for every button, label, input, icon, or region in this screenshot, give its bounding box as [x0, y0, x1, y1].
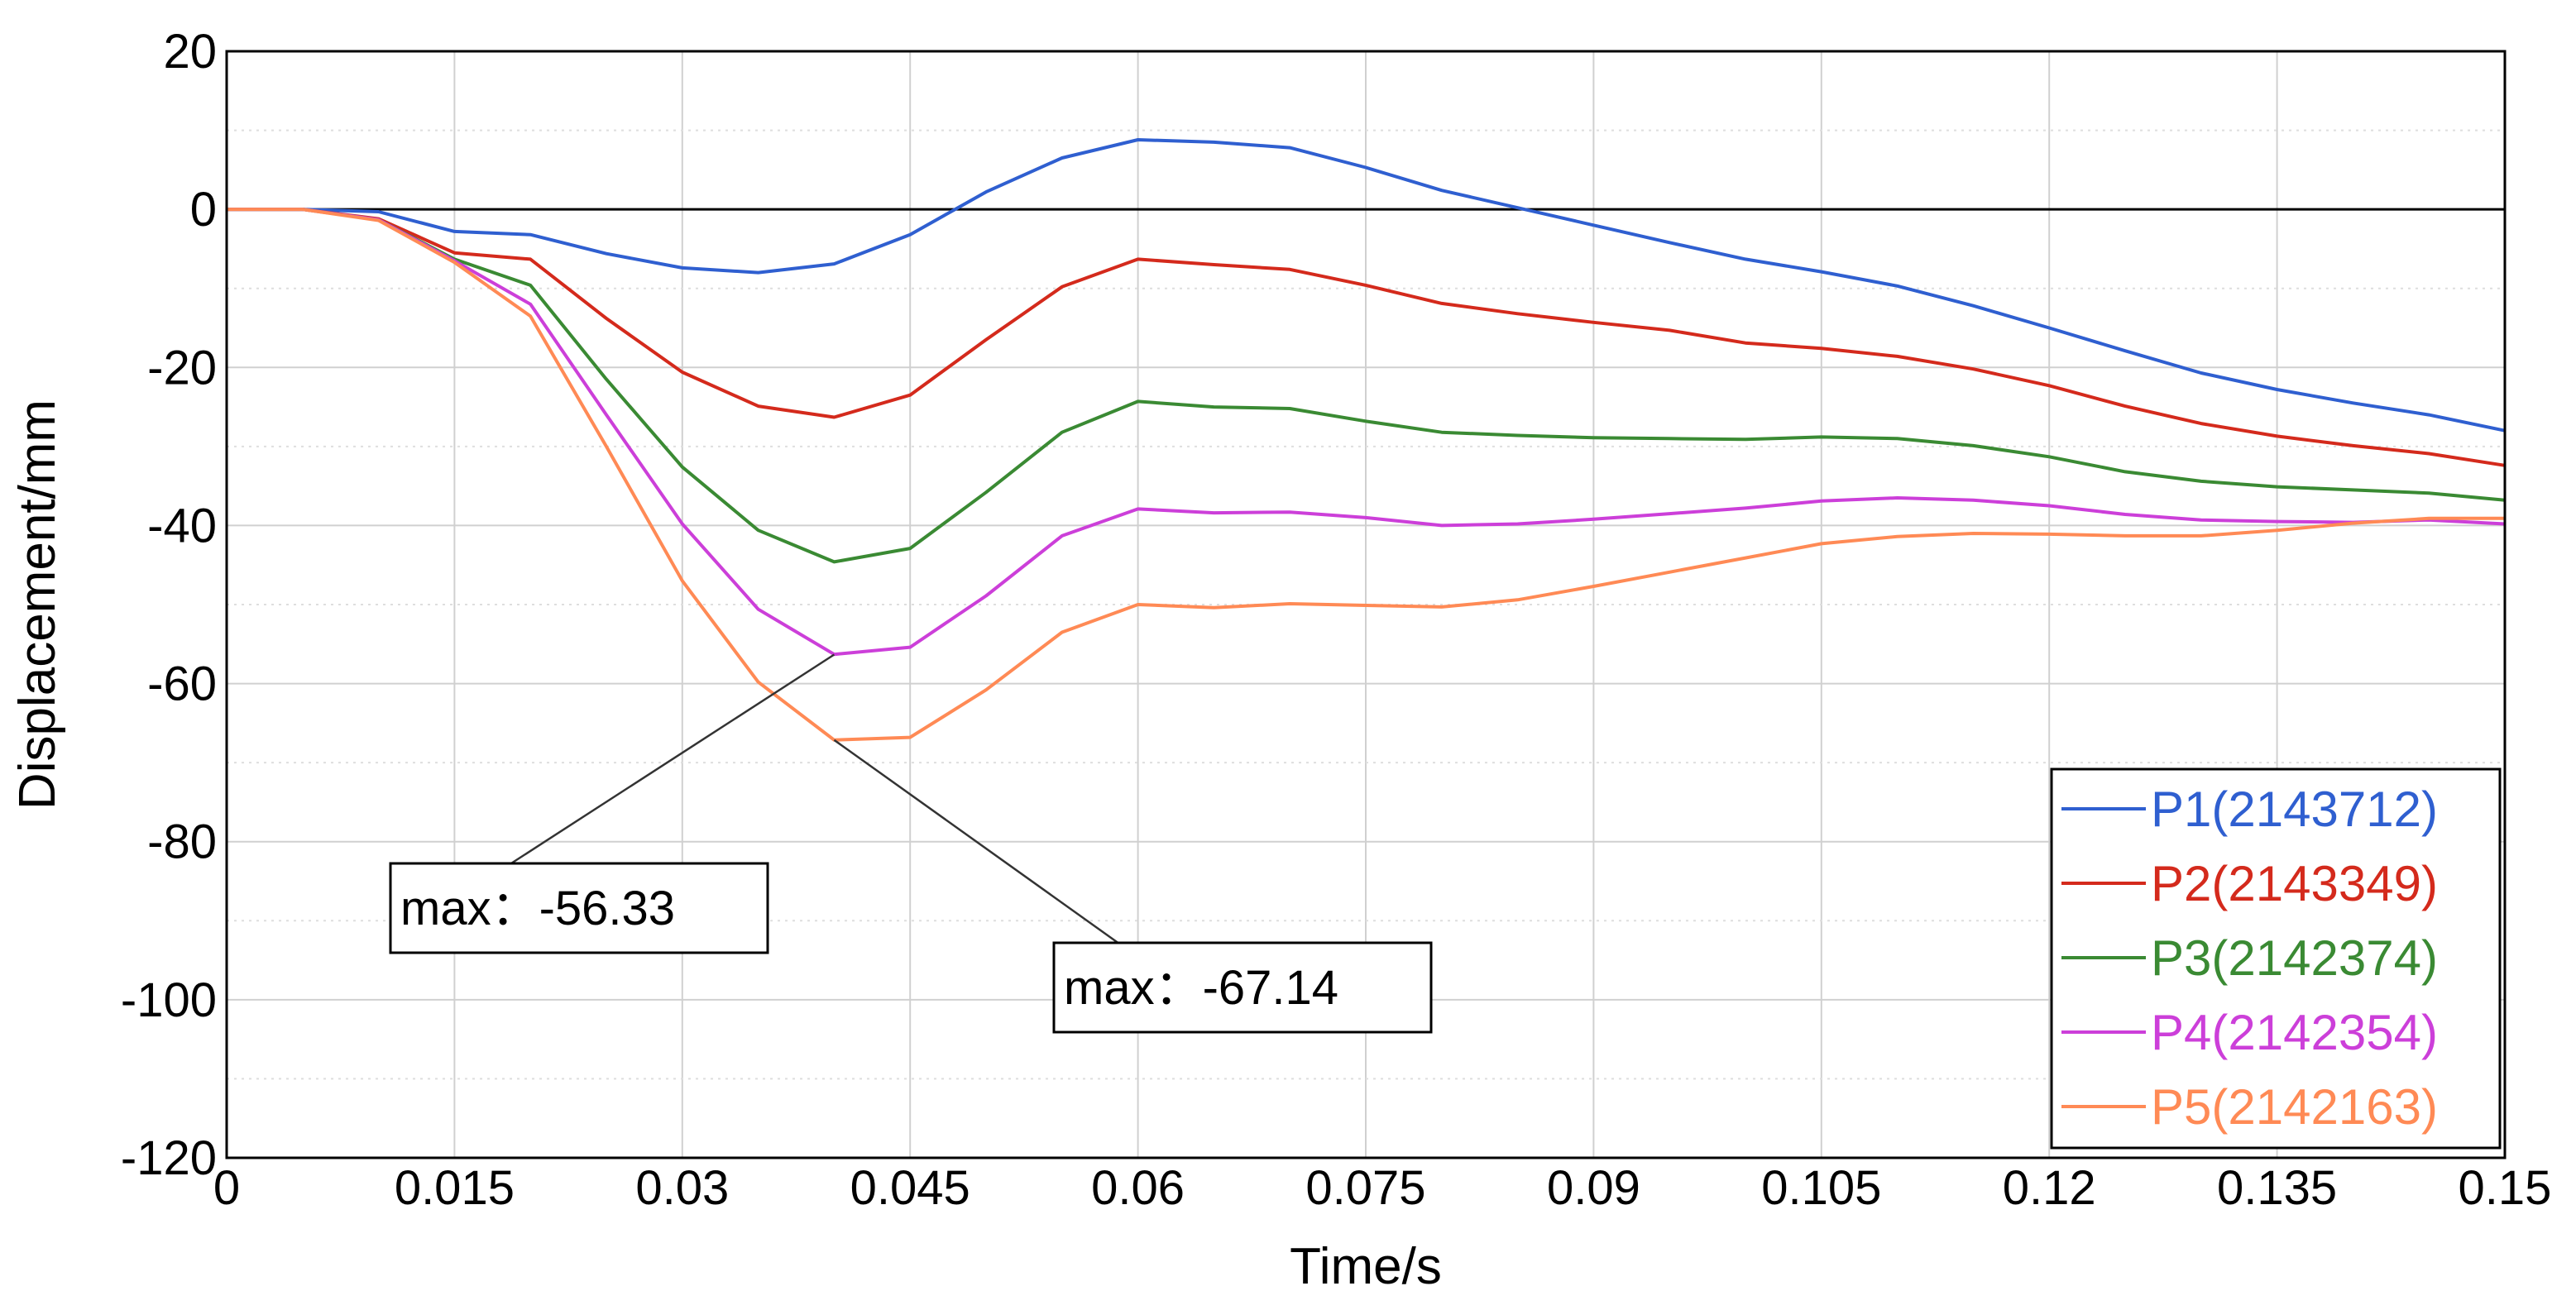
- y-tick-label: 20: [163, 25, 217, 79]
- x-tick-label: 0.09: [1547, 1161, 1640, 1215]
- series-line-p5: [227, 208, 2505, 742]
- legend-label-p5: P5(2142163): [2151, 1079, 2438, 1135]
- x-axis-title: Time/s: [1290, 1238, 1442, 1295]
- legend-label-p3: P3(2142374): [2151, 930, 2438, 986]
- x-axis-ticks: 0 0.015 0.03 0.045 0.06 0.075 0.09 0.105 0.12 0.1…: [213, 1161, 2552, 1215]
- y-axis-title: Displacement/mm: [9, 399, 66, 810]
- legend: P1(2143712) P2(2143349) P3(2142374) P4(2142…: [2050, 767, 2502, 1150]
- y-tick-label: -120: [121, 1131, 217, 1185]
- y-tick-label: -40: [147, 499, 217, 552]
- x-tick-label: 0.135: [2217, 1161, 2337, 1215]
- series-line-p3: [227, 208, 2506, 564]
- annotation-label: max：-56.33: [400, 882, 675, 935]
- x-tick-label: 0.15: [2459, 1161, 2552, 1215]
- y-axis-ticks: 20 0 -20 -40 -60 -80 -100 -120: [121, 25, 217, 1185]
- y-tick-label: -80: [147, 815, 217, 869]
- x-tick-label: 0.015: [395, 1161, 515, 1215]
- annotation-leader-line: [510, 653, 836, 865]
- series-lines: [227, 138, 2506, 742]
- y-tick-label: -20: [147, 341, 217, 394]
- annotation-box: [389, 862, 769, 954]
- x-tick-label: 0.06: [1091, 1161, 1185, 1215]
- annotations: max：-56.33 max：-67.14: [389, 653, 1433, 1034]
- annotation-box: [1052, 941, 1433, 1034]
- x-tick-label: 0.105: [1761, 1161, 1881, 1215]
- series-line-p2: [227, 208, 2506, 467]
- annotation-leader-line: [833, 739, 1119, 944]
- y-tick-label: -60: [147, 657, 217, 711]
- annotation-label: max：-67.14: [1064, 961, 1338, 1015]
- x-tick-label: 0.045: [850, 1161, 970, 1215]
- legend-label-p4: P4(2142354): [2151, 1005, 2438, 1060]
- series-line-p4: [227, 208, 2506, 657]
- x-tick-label: 0.03: [635, 1161, 729, 1215]
- series-line-p1: [227, 138, 2506, 433]
- y-tick-label: 0: [190, 183, 217, 237]
- y-tick-label: -100: [121, 973, 217, 1027]
- x-tick-label: 0.075: [1305, 1161, 1425, 1215]
- legend-label-p1: P1(2143712): [2151, 782, 2438, 837]
- x-tick-label: 0.12: [2003, 1161, 2096, 1215]
- plot-area-frame: [225, 50, 2507, 1159]
- legend-label-p2: P2(2143349): [2151, 856, 2438, 911]
- x-tick-label: 0: [213, 1161, 240, 1215]
